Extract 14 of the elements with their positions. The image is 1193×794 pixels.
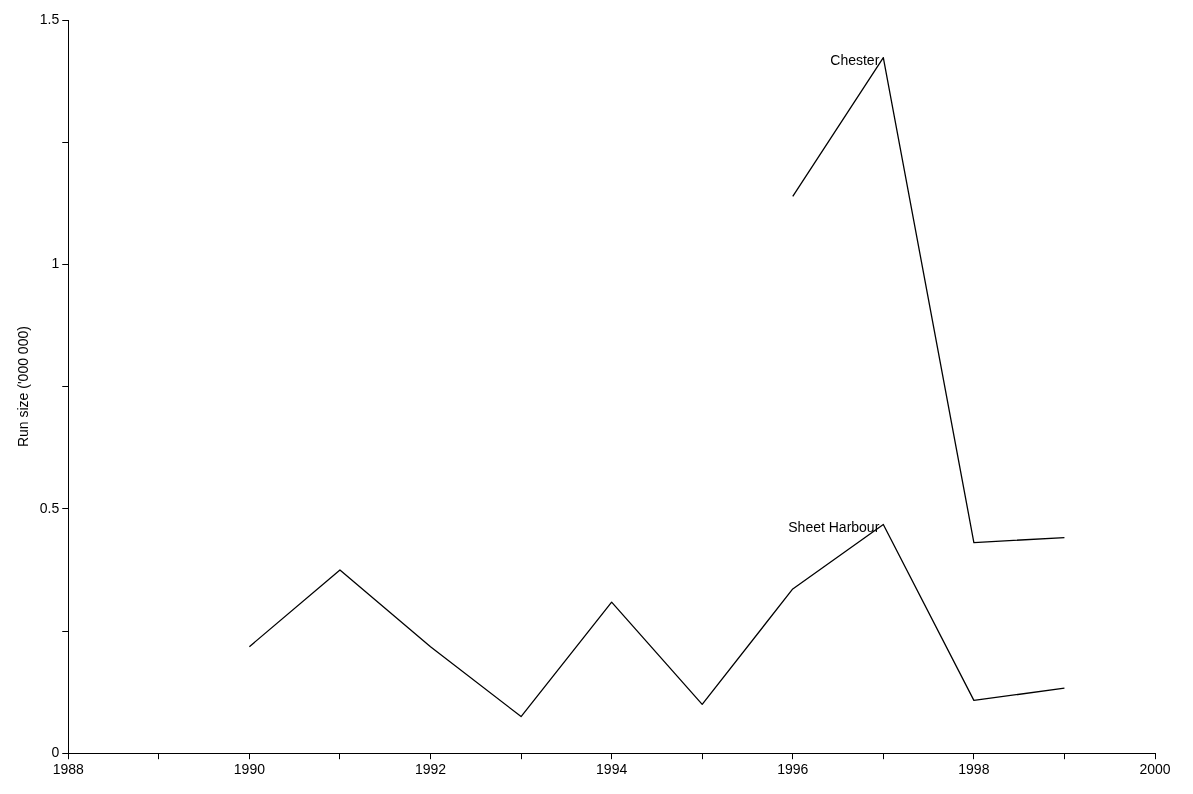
y-tick-label: 0.5 [39, 499, 60, 516]
y-axis-title: Run size ('000 000) [15, 326, 32, 448]
x-tick-label: 1992 [414, 761, 447, 778]
x-tick-label: 1996 [777, 761, 809, 778]
y-tick-label: 1.5 [39, 10, 60, 27]
x-tick-label: 1990 [233, 761, 266, 778]
y-tick-label: 1 [51, 255, 60, 272]
x-tick-label: 1994 [596, 761, 628, 778]
series-label: Sheet Harbour [788, 519, 880, 536]
x-tick-label: 1988 [52, 761, 85, 778]
series-label: Chester [830, 52, 880, 69]
x-tick-label: 2000 [1139, 761, 1171, 778]
x-tick-label: 1998 [958, 761, 990, 778]
y-tick-label: 0 [51, 744, 60, 761]
